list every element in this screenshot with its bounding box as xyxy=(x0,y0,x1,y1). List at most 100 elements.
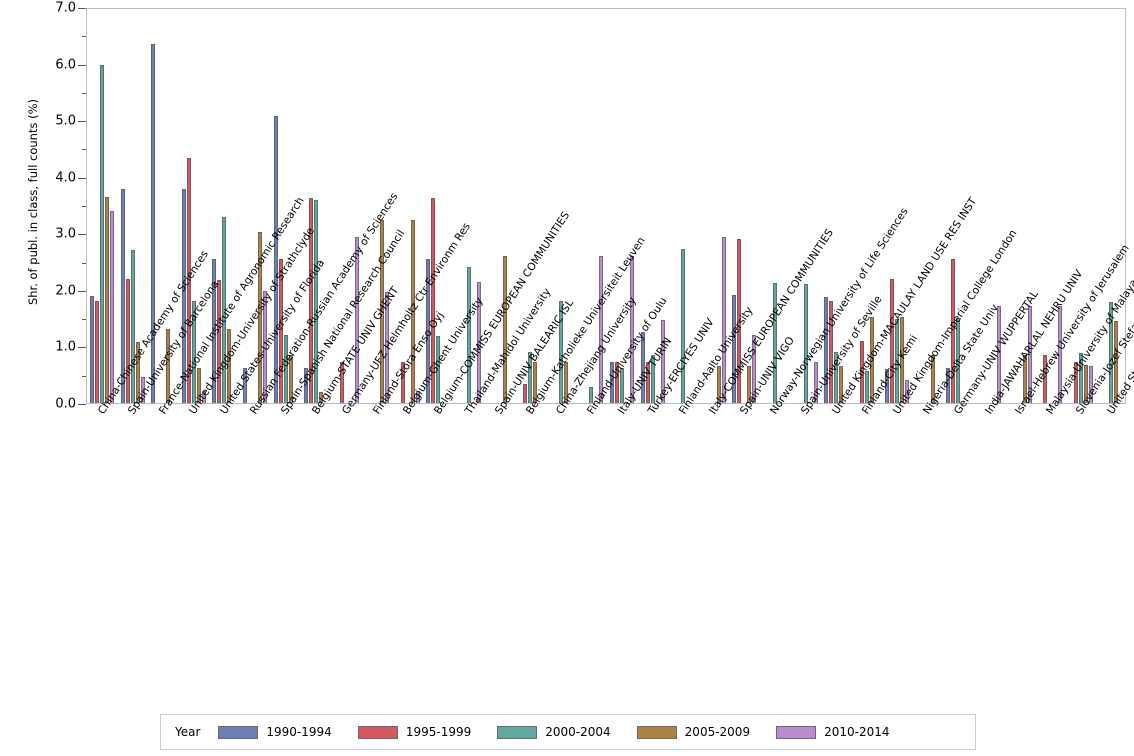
y-tick-mark-minor xyxy=(82,92,86,94)
legend-entry[interactable]: 2010-2014 xyxy=(776,725,890,739)
bar xyxy=(1043,354,1048,403)
legend-swatch xyxy=(218,725,259,739)
legend-entry[interactable]: 2000-2004 xyxy=(497,725,611,739)
bar xyxy=(426,259,431,403)
bar xyxy=(201,390,206,403)
bar xyxy=(620,367,624,403)
bar-group xyxy=(824,9,849,403)
bar xyxy=(257,231,262,403)
bar xyxy=(314,199,319,403)
bar xyxy=(288,354,293,403)
bar xyxy=(1058,306,1063,403)
bar-group xyxy=(518,9,543,403)
bar-group xyxy=(610,9,635,403)
bar xyxy=(140,376,145,403)
bar-group xyxy=(763,9,788,403)
y-tick-mark-minor xyxy=(82,319,86,321)
bar xyxy=(558,301,563,403)
bar xyxy=(615,361,619,403)
bar xyxy=(737,238,742,403)
bar xyxy=(900,317,905,403)
bar xyxy=(283,334,288,403)
bar xyxy=(262,291,267,403)
legend-label: 2005-2009 xyxy=(684,725,751,739)
y-tick-mark xyxy=(78,177,86,179)
bar-group xyxy=(640,9,666,403)
bar xyxy=(100,65,104,403)
bar xyxy=(732,294,737,403)
legend-entries: 1990-1994 1995-1999 2000-2004 2005-2009 2010… xyxy=(218,725,915,739)
y-tick-mark xyxy=(78,8,86,9)
bar xyxy=(166,329,171,403)
bar xyxy=(772,283,777,403)
bar xyxy=(930,354,935,403)
bar xyxy=(319,391,324,403)
y-tick-mark xyxy=(78,404,86,405)
bar xyxy=(222,217,227,403)
bar-group xyxy=(1008,9,1033,403)
bar-group xyxy=(579,9,604,403)
bar-group xyxy=(855,9,880,403)
bar xyxy=(477,281,482,403)
bar xyxy=(1109,301,1114,403)
bar xyxy=(135,341,140,403)
bar-group xyxy=(120,9,146,403)
bar xyxy=(752,335,757,403)
bar xyxy=(1027,306,1032,403)
bar-group xyxy=(426,9,451,403)
bar xyxy=(533,361,538,403)
bar xyxy=(1114,320,1119,403)
bar xyxy=(890,278,895,403)
bar xyxy=(589,386,594,403)
bar xyxy=(436,335,441,403)
bar xyxy=(502,255,507,403)
y-tick-mark xyxy=(78,64,86,66)
bar xyxy=(1078,353,1083,403)
legend-entry[interactable]: 1990-1994 xyxy=(218,725,332,739)
bar-group xyxy=(977,9,1002,403)
bar xyxy=(905,380,910,403)
bar xyxy=(110,211,114,403)
bar xyxy=(630,255,634,403)
bar xyxy=(400,361,405,403)
y-tick-mark-minor xyxy=(82,36,86,38)
bar xyxy=(278,258,283,403)
legend-entry[interactable]: 2005-2009 xyxy=(636,725,751,739)
legend-entry[interactable]: 1995-1999 xyxy=(357,725,471,739)
legend-swatch xyxy=(357,725,398,739)
bar xyxy=(217,280,222,403)
bar xyxy=(681,249,686,403)
bar xyxy=(839,365,844,403)
bar xyxy=(95,300,99,403)
bars-container xyxy=(87,9,1125,403)
bar-group xyxy=(396,9,421,403)
bar-group xyxy=(488,9,513,403)
bar xyxy=(640,331,645,403)
bar xyxy=(309,197,314,403)
bar xyxy=(105,197,109,403)
bar xyxy=(528,352,533,403)
legend-swatch xyxy=(776,725,817,739)
y-tick-label: 3.0 xyxy=(55,226,76,242)
bar xyxy=(747,366,752,403)
bar xyxy=(339,362,344,403)
bar xyxy=(563,361,568,403)
bar xyxy=(824,297,829,403)
bar xyxy=(380,220,385,403)
bar-group xyxy=(946,9,971,403)
bar xyxy=(1073,362,1078,403)
legend: Year 1990-1994 1995-1999 2000-2004 2005-200… xyxy=(160,714,976,750)
bar-group xyxy=(794,9,819,403)
bar xyxy=(304,367,309,403)
bar xyxy=(354,237,359,403)
bar xyxy=(834,352,839,403)
bar xyxy=(1022,354,1027,403)
bar-group xyxy=(273,9,299,403)
bar xyxy=(523,383,528,403)
bar xyxy=(599,255,604,403)
legend-title: Year xyxy=(175,725,201,739)
y-tick-label: 2.0 xyxy=(55,283,76,299)
bar xyxy=(1083,365,1088,403)
bar-group xyxy=(212,9,237,403)
